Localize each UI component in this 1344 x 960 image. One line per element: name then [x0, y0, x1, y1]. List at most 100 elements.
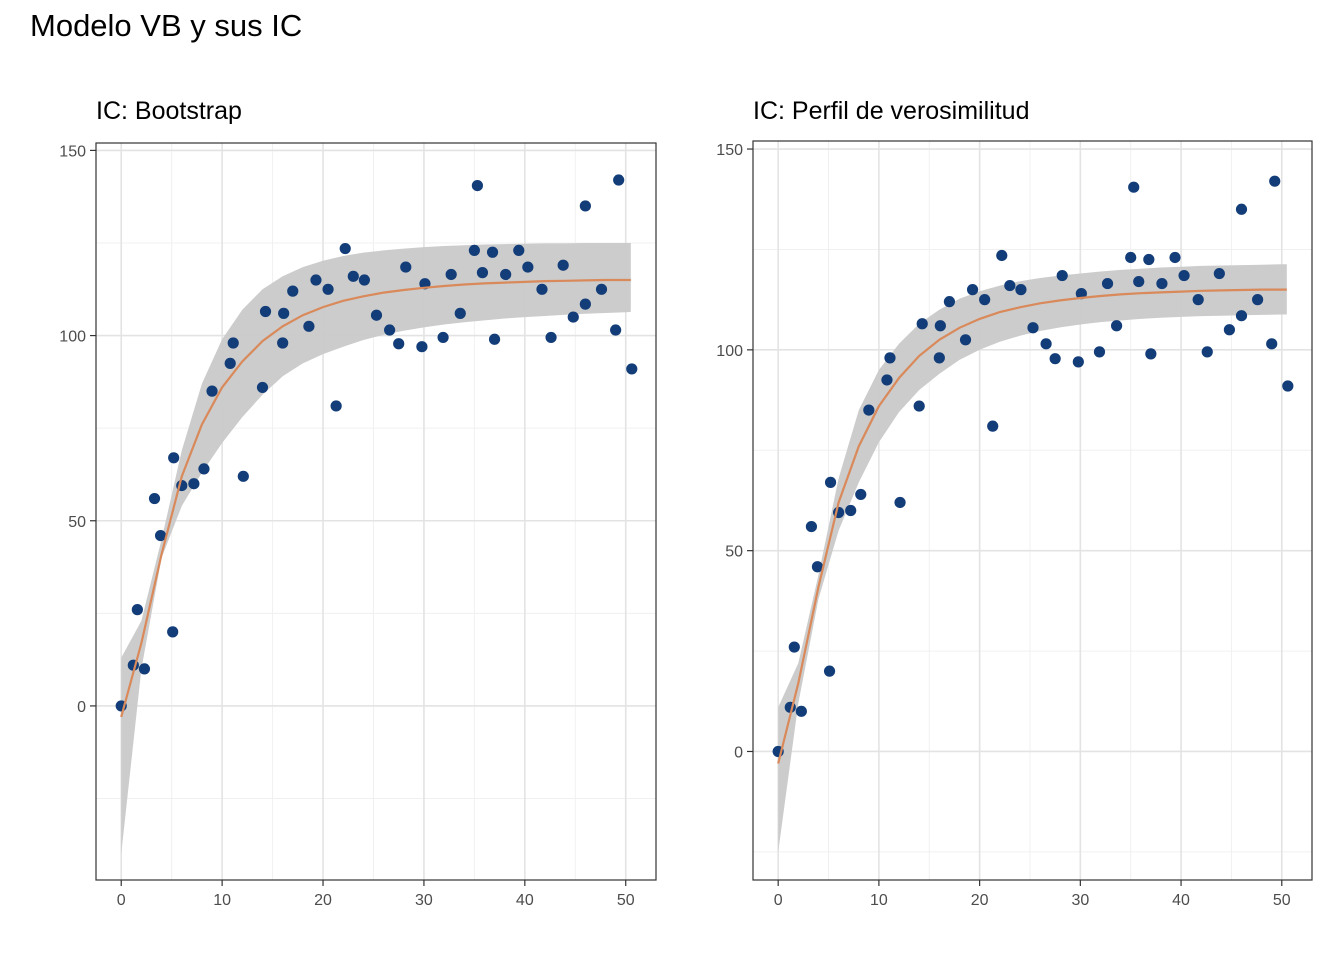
main-title: Modelo VB y sus IC — [30, 8, 303, 43]
data-point — [1156, 277, 1168, 290]
data-point — [416, 341, 428, 353]
data-point — [1169, 251, 1181, 264]
data-point — [1111, 320, 1123, 332]
data-point — [567, 311, 579, 323]
data-point — [522, 261, 534, 273]
data-point — [303, 320, 315, 332]
data-point — [1056, 269, 1068, 282]
data-point — [1145, 348, 1157, 360]
data-point — [347, 270, 359, 282]
x-tick-label: 50 — [617, 892, 635, 909]
data-point — [1040, 338, 1052, 350]
data-point — [277, 337, 289, 349]
data-point — [278, 307, 290, 319]
data-point — [881, 374, 893, 386]
y-tick-label: 150 — [59, 143, 86, 160]
x-tick-label: 0 — [774, 892, 783, 909]
data-point — [138, 663, 151, 675]
data-point — [437, 331, 449, 344]
data-point — [287, 285, 299, 297]
y-tick-label: 100 — [59, 329, 86, 346]
y-tick-label: 0 — [734, 744, 743, 761]
data-point — [626, 363, 638, 375]
data-point — [1128, 181, 1140, 193]
data-point — [916, 318, 928, 330]
data-point — [979, 294, 991, 306]
data-point — [224, 357, 236, 369]
data-point — [805, 520, 818, 533]
data-point — [1201, 346, 1213, 358]
data-point — [256, 381, 269, 394]
data-point — [188, 478, 200, 490]
y-tick-label: 50 — [725, 544, 743, 561]
panel-profile-likelihood: 0 10 20 30 40 50 0 50 100 150 IC: Perfil de verosi… — [716, 97, 1313, 909]
y-tick-label: 100 — [716, 343, 743, 360]
x-tick-label: 20 — [314, 892, 332, 909]
x-tick-label: 50 — [1273, 892, 1291, 909]
data-point — [845, 504, 857, 517]
x-tick-label: 40 — [1172, 892, 1190, 909]
data-point — [1133, 275, 1145, 288]
panel-border — [95, 142, 657, 881]
y-tick-label: 0 — [77, 699, 86, 716]
data-point — [148, 492, 161, 505]
data-point — [934, 320, 946, 332]
data-point — [1266, 338, 1278, 350]
fitted-curve — [777, 288, 1287, 764]
data-point — [1235, 310, 1248, 322]
data-point — [823, 665, 836, 677]
data-point — [237, 470, 249, 482]
x-tick-label: 10 — [870, 892, 888, 909]
data-point — [445, 268, 457, 281]
data-point — [358, 274, 370, 286]
data-point — [1049, 353, 1061, 365]
data-point — [1178, 269, 1190, 282]
data-point — [1269, 175, 1281, 187]
data-point — [486, 246, 499, 258]
fitted-curve — [120, 278, 631, 718]
data-point — [168, 452, 180, 464]
data-point — [476, 267, 489, 279]
data-point — [1213, 267, 1225, 280]
data-point — [370, 309, 383, 321]
data-point — [167, 626, 179, 638]
data-point — [1004, 279, 1016, 292]
data-point — [855, 488, 867, 501]
data-point — [206, 385, 218, 397]
data-point — [959, 334, 972, 346]
data-point — [259, 305, 272, 318]
data-point — [996, 249, 1008, 262]
data-point — [788, 641, 800, 653]
data-point — [310, 274, 322, 286]
data-point — [471, 179, 484, 192]
data-point — [384, 324, 396, 336]
data-point — [579, 298, 591, 310]
data-point — [513, 244, 525, 257]
data-point — [1027, 322, 1039, 334]
data-point — [339, 242, 351, 255]
data-point — [913, 400, 925, 412]
data-point — [227, 337, 239, 349]
data-point — [1235, 203, 1248, 215]
data-point — [488, 333, 501, 345]
data-point — [894, 496, 906, 509]
data-point — [536, 283, 548, 295]
panel-bootstrap: 0 10 20 30 40 50 0 50 100 150 IC: Bootstrap — [59, 97, 657, 909]
data-point — [1072, 356, 1084, 368]
y-tick-label: 150 — [716, 142, 743, 159]
x-tick-label: 40 — [516, 892, 534, 909]
data-point — [824, 476, 837, 488]
data-point — [811, 561, 824, 573]
data-point — [400, 261, 412, 273]
data-point — [1252, 294, 1264, 306]
data-point — [595, 283, 608, 295]
data-point — [131, 604, 143, 616]
data-point — [1192, 294, 1204, 306]
x-tick-label: 10 — [213, 892, 231, 909]
data-point — [1075, 288, 1087, 300]
data-point — [943, 296, 956, 308]
data-point — [330, 400, 342, 412]
data-point — [468, 244, 480, 257]
data-point — [198, 463, 210, 475]
